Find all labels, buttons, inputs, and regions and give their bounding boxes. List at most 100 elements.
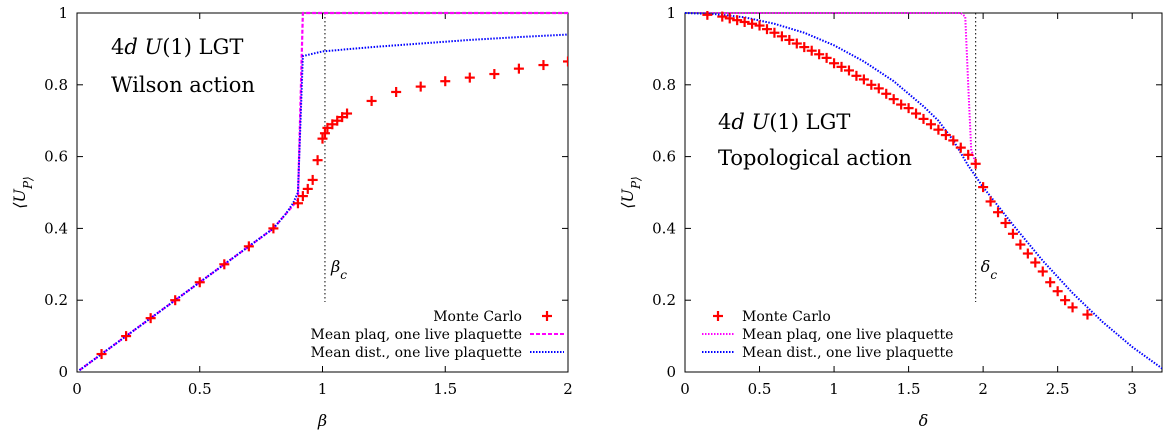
data-point xyxy=(307,174,318,185)
data-point xyxy=(302,183,313,194)
legend-entry-label: Monte Carlo xyxy=(742,309,831,325)
y-tick-label: 0 xyxy=(666,363,676,381)
data-point xyxy=(903,103,914,114)
data-point xyxy=(829,58,840,69)
data-point xyxy=(96,349,107,360)
data-point xyxy=(993,207,1004,218)
annotation-action: Topological action xyxy=(718,146,912,170)
data-point xyxy=(1067,302,1078,313)
data-point xyxy=(1007,228,1018,239)
legend: Monte Carlo Mean plaq, one live plaquette… xyxy=(702,309,953,361)
data-point xyxy=(873,83,884,94)
data-point xyxy=(814,49,825,60)
x-tick-label: 0.5 xyxy=(748,380,772,398)
legend-entry-label: Mean plaq, one live plaquette xyxy=(742,327,953,343)
data-point xyxy=(702,11,713,20)
legend-entry-label: Mean plaq, one live plaquette xyxy=(311,327,522,343)
data-point xyxy=(784,34,795,45)
data-point xyxy=(194,277,205,288)
data-point xyxy=(791,38,802,49)
x-tick-label: 2.5 xyxy=(1046,380,1070,398)
data-point xyxy=(268,223,279,234)
data-point xyxy=(292,198,303,209)
series-line-2 xyxy=(685,12,1162,370)
y-tick-label: 1 xyxy=(666,4,676,22)
data-point xyxy=(851,70,862,81)
data-point xyxy=(776,31,787,42)
y-tick-label: 0.8 xyxy=(652,76,676,94)
data-point xyxy=(1030,257,1041,268)
data-point xyxy=(836,61,847,72)
data-point xyxy=(769,27,780,38)
data-point xyxy=(121,331,132,342)
x-tick-label: 2 xyxy=(563,380,573,398)
x-tick-label: 1.5 xyxy=(433,380,457,398)
data-point xyxy=(1052,286,1063,297)
data-point xyxy=(1060,295,1071,306)
y-tick-label: 0.6 xyxy=(652,148,676,166)
data-point xyxy=(955,142,966,153)
data-point xyxy=(297,191,308,202)
x-tick-label: 1.5 xyxy=(897,380,921,398)
data-point xyxy=(366,95,377,106)
data-point xyxy=(918,113,929,124)
data-point xyxy=(538,60,549,71)
data-point xyxy=(391,86,402,97)
data-point xyxy=(724,13,735,24)
data-point xyxy=(963,149,974,160)
data-point xyxy=(739,16,750,27)
y-tick-label: 0.4 xyxy=(44,219,68,237)
critical-point-label: δc xyxy=(981,257,998,282)
y-tick-label: 0 xyxy=(58,363,68,381)
data-point xyxy=(145,313,156,324)
data-point xyxy=(933,124,944,135)
data-point xyxy=(821,52,832,63)
y-tick-label: 0.8 xyxy=(44,76,68,94)
x-axis-label: β xyxy=(317,411,327,430)
y-axis-label: ⟨UP⟩ xyxy=(10,176,35,209)
x-tick-label: 2 xyxy=(978,380,988,398)
data-point xyxy=(799,42,810,53)
data-point xyxy=(985,196,996,207)
legend: Monte Carlo Mean plaq, one live plaquette… xyxy=(311,309,564,361)
x-tick-label: 0 xyxy=(680,380,690,398)
data-point xyxy=(513,63,524,74)
data-point xyxy=(319,128,330,139)
data-point xyxy=(317,133,328,144)
data-point xyxy=(732,15,743,26)
annotation-model: 4d U(1) LGT xyxy=(111,35,243,59)
y-tick-label: 0.6 xyxy=(44,148,68,166)
data-point xyxy=(761,24,772,35)
y-tick-label: 0.2 xyxy=(44,291,68,309)
x-tick-label: 0.5 xyxy=(188,380,212,398)
plot-area xyxy=(685,11,1162,370)
data-point xyxy=(940,130,951,141)
data-point xyxy=(1037,266,1048,277)
data-point xyxy=(243,241,254,252)
data-point xyxy=(1022,248,1033,259)
series-line-1 xyxy=(78,11,568,372)
data-point xyxy=(806,45,817,56)
data-point xyxy=(866,79,877,90)
data-point xyxy=(170,295,181,306)
data-point xyxy=(978,182,989,193)
data-point xyxy=(925,119,936,130)
data-point xyxy=(948,135,959,146)
x-tick-label: 1 xyxy=(829,380,839,398)
data-point xyxy=(896,99,907,110)
topological-action-chart: 0 0.5 1 1.5 2 2.5 3 0 0.2 0.4 0.6 0.8 1 δ ⟨UP⟩ δc 4d U(1… xyxy=(618,4,1163,430)
data-point xyxy=(219,259,230,270)
wilson-action-chart: 0 0.5 1 1.5 2 0 0.2 0.4 0.6 0.8 1 β ⟨UP⟩ βc 4d U(1) LG… xyxy=(10,4,573,430)
data-point xyxy=(858,74,869,85)
legend-entry-label: Mean dist., one live plaquette xyxy=(742,345,953,361)
data-point xyxy=(970,158,981,169)
legend-entry-label: Monte Carlo xyxy=(433,309,522,325)
x-axis-label: δ xyxy=(919,411,929,430)
x-tick-label: 3 xyxy=(1127,380,1137,398)
data-point xyxy=(563,56,568,67)
data-point xyxy=(754,20,765,31)
annotation-action: Wilson action xyxy=(111,73,255,97)
data-point xyxy=(888,94,899,105)
data-point xyxy=(1015,239,1026,250)
